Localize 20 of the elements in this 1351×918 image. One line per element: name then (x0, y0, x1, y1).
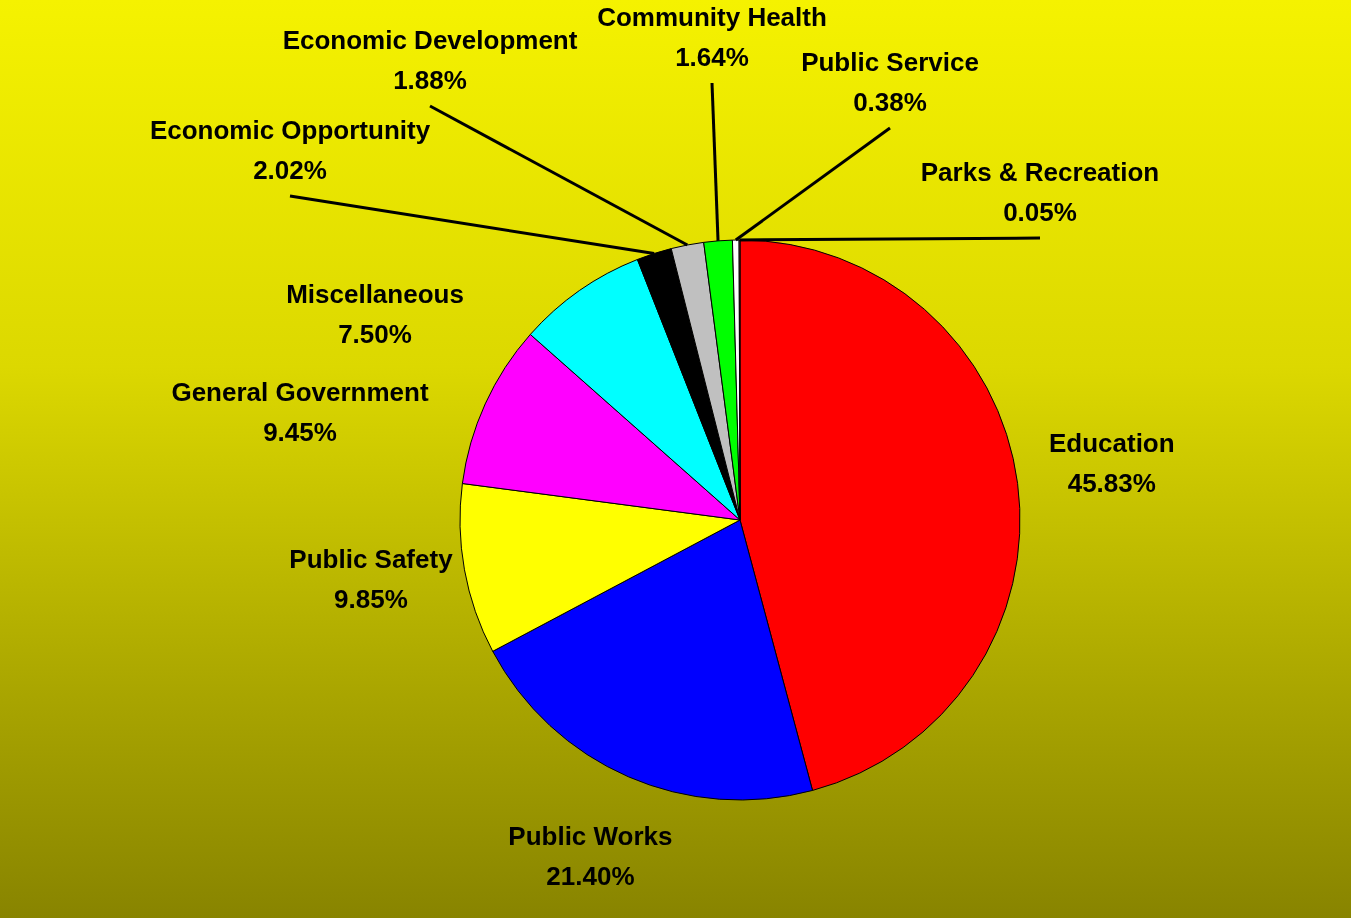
data-label: 21.40% (546, 860, 635, 891)
slice-label: Miscellaneous (286, 279, 464, 309)
slice-label: Public Safety (289, 543, 454, 574)
data-label: 9.85% (334, 583, 408, 614)
data-label: 7.50% (338, 319, 412, 349)
slice-label: Economic Opportunity (149, 115, 431, 145)
data-label: 0.38% (853, 87, 927, 117)
data-label: 2.02% (253, 155, 327, 185)
slice-label: Community Health (597, 2, 827, 32)
data-label: 0.05% (1003, 197, 1077, 227)
data-label: 45.83% (1067, 468, 1156, 499)
slice-label: Economic Development (282, 25, 578, 55)
slice-label: Public Service (801, 47, 979, 77)
slice-label: Parks & Recreation (920, 157, 1160, 187)
slice-label: Education (1048, 428, 1175, 459)
data-label: 9.45% (263, 417, 337, 447)
data-label: 1.64% (675, 42, 749, 72)
data-label: 1.88% (393, 65, 467, 95)
slice-label: Public Works (508, 820, 673, 851)
slice-label: General Government (171, 377, 429, 407)
